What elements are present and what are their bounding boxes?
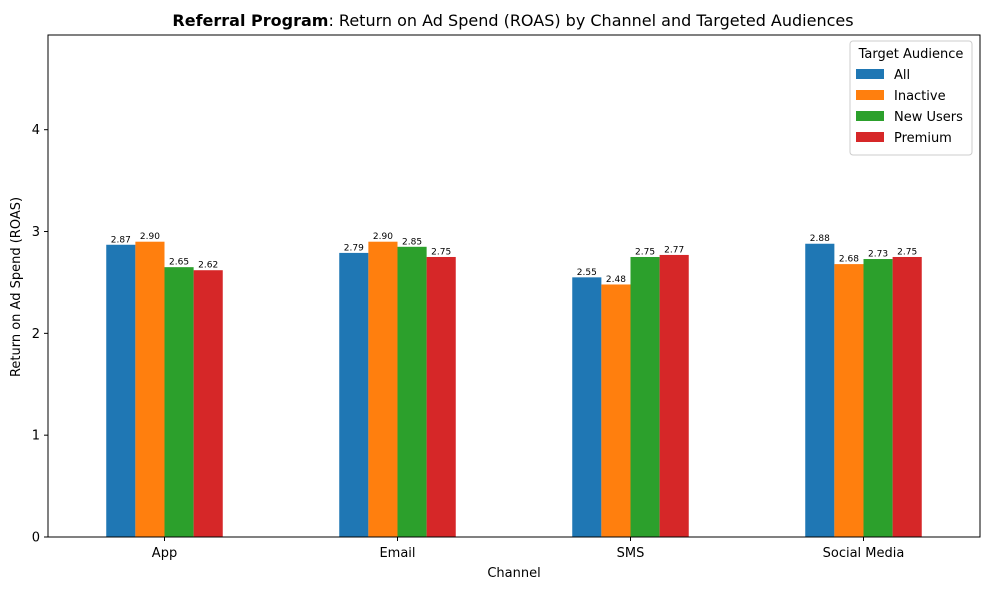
bar-value-label: 2.65 xyxy=(169,258,189,268)
legend-title: Target Audience xyxy=(858,47,964,62)
legend-label: Premium xyxy=(894,131,952,146)
bar xyxy=(397,246,427,537)
legend-label: New Users xyxy=(894,110,963,125)
bar-value-label: 2.75 xyxy=(897,247,917,257)
y-tick-label: 1 xyxy=(32,429,40,444)
bar xyxy=(892,256,922,537)
bar xyxy=(601,284,631,537)
bar-value-label: 2.87 xyxy=(111,235,131,245)
bar xyxy=(863,259,893,537)
x-tick-label: App xyxy=(152,546,177,561)
bars-group xyxy=(106,241,922,538)
bar-value-label: 2.77 xyxy=(664,245,684,255)
bar xyxy=(834,264,864,537)
chart-title-bold: Referral Program xyxy=(172,11,328,30)
bar xyxy=(193,270,223,537)
axes-group: App Email SMS Social Media 0 1 2 3 4 xyxy=(32,34,981,561)
y-axis-label: Return on Ad Spend (ROAS) xyxy=(9,197,24,377)
bar-value-label: 2.48 xyxy=(606,275,626,285)
x-tick-label: Social Media xyxy=(823,546,905,561)
bar xyxy=(426,256,456,537)
bar-labels-group: 2.87 2.90 2.65 2.62 2.79 2.90 2.85 2.75 2.55 2.48… xyxy=(111,232,917,285)
bar-value-label: 2.62 xyxy=(198,261,218,271)
bar xyxy=(135,241,165,538)
y-tick-label: 4 xyxy=(32,123,40,138)
plot-frame xyxy=(47,34,981,538)
legend-label: All xyxy=(894,68,910,83)
legend: Target Audience All Inactive New Users Premi… xyxy=(849,40,973,156)
bar-value-label: 2.88 xyxy=(810,234,830,244)
x-axis-label: Channel xyxy=(487,566,540,581)
x-tick-label: SMS xyxy=(617,546,645,561)
legend-swatch xyxy=(856,69,884,79)
y-tick-label: 0 xyxy=(32,531,40,546)
bar-value-label: 2.73 xyxy=(868,250,888,260)
bar xyxy=(368,241,398,538)
y-tick-label: 2 xyxy=(32,327,40,342)
legend-swatch xyxy=(856,132,884,142)
bar xyxy=(164,267,194,537)
x-tick-label: Email xyxy=(379,546,415,561)
chart-title-rest: : Return on Ad Spend (ROAS) by Channel a… xyxy=(328,11,853,30)
bar-value-label: 2.85 xyxy=(402,237,422,247)
legend-label: Inactive xyxy=(894,89,946,104)
bar-value-label: 2.75 xyxy=(635,247,655,257)
bar xyxy=(659,254,689,537)
bar xyxy=(106,244,136,537)
bar-value-label: 2.90 xyxy=(373,232,393,242)
bar-value-label: 2.90 xyxy=(140,232,160,242)
bar-value-label: 2.55 xyxy=(577,268,597,278)
bar xyxy=(630,256,660,537)
bar xyxy=(339,252,369,538)
bar xyxy=(572,277,602,537)
legend-swatch xyxy=(856,90,884,100)
bar-value-label: 2.79 xyxy=(344,243,364,253)
bar xyxy=(805,243,835,537)
bar-value-label: 2.75 xyxy=(431,247,451,257)
bar-value-label: 2.68 xyxy=(839,255,859,265)
legend-swatch xyxy=(856,111,884,121)
chart-title: Referral Program: Return on Ad Spend (RO… xyxy=(172,11,853,30)
y-tick-label: 3 xyxy=(32,225,40,240)
